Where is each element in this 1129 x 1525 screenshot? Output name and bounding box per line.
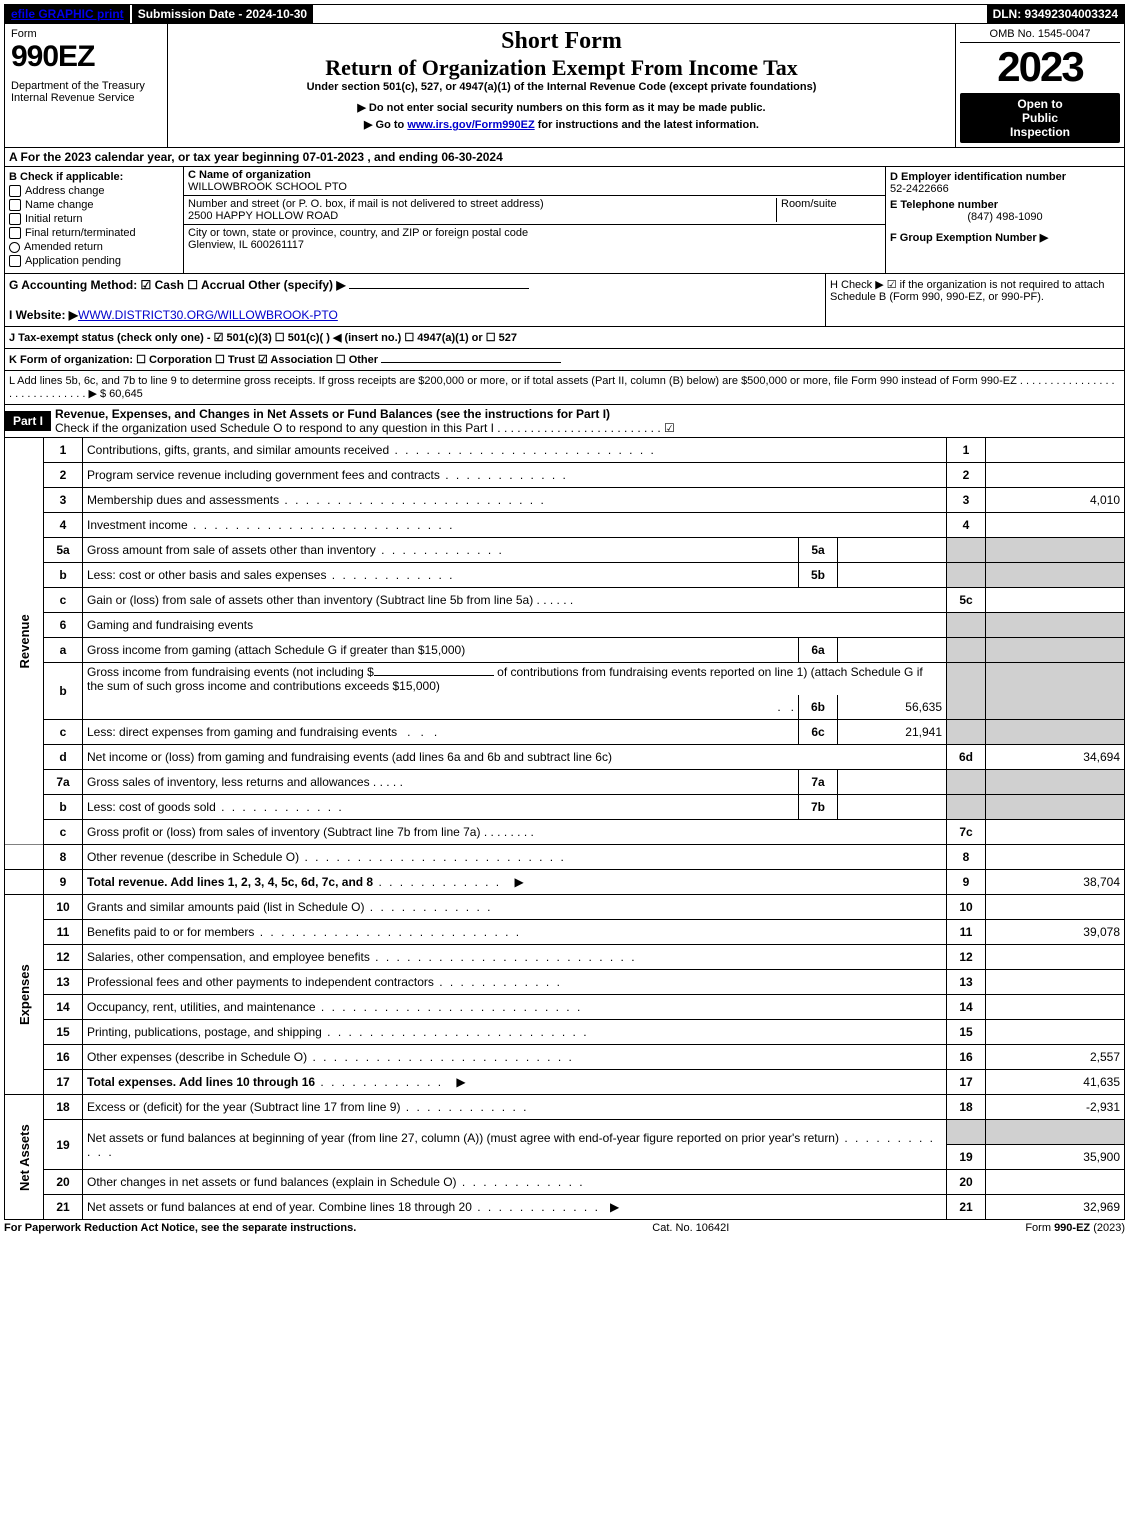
check-address-change[interactable]: Address change	[9, 185, 179, 197]
section-b-checks: B Check if applicable: Address change Na…	[5, 167, 184, 273]
row-g-h: G Accounting Method: ☑ Cash ☐ Accrual Ot…	[4, 274, 1125, 327]
line18-value: -2,931	[986, 1095, 1125, 1120]
dept-irs: Internal Revenue Service	[11, 92, 161, 104]
website-link[interactable]: WWW.DISTRICT30.ORG/WILLOWBROOK-PTO	[78, 308, 338, 322]
side-expenses: Expenses	[5, 895, 44, 1095]
form-word: Form	[11, 28, 161, 40]
dept-treasury: Department of the Treasury	[11, 80, 161, 92]
form-number: 990EZ	[11, 40, 161, 74]
omb-number: OMB No. 1545-0047	[960, 28, 1120, 43]
open-inspection-badge: Open to Public Inspection	[960, 93, 1120, 143]
line6d-value: 34,694	[986, 745, 1125, 770]
line21-value: 32,969	[986, 1195, 1125, 1220]
accounting-method: G Accounting Method: ☑ Cash ☐ Accrual Ot…	[9, 278, 821, 292]
side-net-assets: Net Assets	[5, 1095, 44, 1220]
efile-print[interactable]: efile GRAPHIC print	[5, 5, 130, 23]
page-footer: For Paperwork Reduction Act Notice, see …	[4, 1220, 1125, 1236]
title-short-form: Short Form	[172, 28, 951, 55]
part1-table: Revenue 1 Contributions, gifts, grants, …	[4, 438, 1125, 1220]
line9-total-revenue: 38,704	[986, 870, 1125, 895]
line6b-value: 56,635	[838, 695, 947, 720]
line16-value: 2,557	[986, 1045, 1125, 1070]
telephone: (847) 498-1090	[890, 211, 1120, 223]
section-h-schedule-b: H Check ▶ ☑ if the organization is not r…	[825, 274, 1125, 327]
line6c-value: 21,941	[838, 720, 947, 745]
ssn-warning: ▶ Do not enter social security numbers o…	[172, 101, 951, 114]
line17-total-expenses: 41,635	[986, 1070, 1125, 1095]
section-d-e-f: D Employer identification number 52-2422…	[886, 167, 1124, 273]
top-bar: efile GRAPHIC print Submission Date - 20…	[4, 4, 1125, 24]
form-header: Form 990EZ Department of the Treasury In…	[4, 24, 1125, 148]
line3-value: 4,010	[986, 488, 1125, 513]
website-row: I Website: ▶WWW.DISTRICT30.ORG/WILLOWBRO…	[9, 308, 821, 322]
check-name-change[interactable]: Name change	[9, 199, 179, 211]
part1-header: Part I Revenue, Expenses, and Changes in…	[4, 405, 1125, 438]
org-city: Glenview, IL 600261117	[188, 239, 304, 251]
check-initial-return[interactable]: Initial return	[9, 213, 179, 225]
gross-receipts-note: L Add lines 5b, 6c, and 7b to line 9 to …	[4, 371, 1125, 405]
title-return: Return of Organization Exempt From Incom…	[172, 55, 951, 81]
section-a-tax-year: A For the 2023 calendar year, or tax yea…	[4, 148, 1125, 167]
goto-instructions: ▶ Go to www.irs.gov/Form990EZ for instru…	[172, 118, 951, 131]
submission-date: Submission Date - 2024-10-30	[130, 5, 313, 23]
form-of-org: K Form of organization: ☐ Corporation ☐ …	[4, 349, 1125, 371]
check-final-return[interactable]: Final return/terminated	[9, 227, 179, 239]
org-name: WILLOWBROOK SCHOOL PTO	[188, 181, 347, 193]
side-revenue: Revenue	[5, 438, 44, 845]
org-info-grid: B Check if applicable: Address change Na…	[4, 167, 1125, 274]
line19-value: 35,900	[986, 1145, 1125, 1170]
dln: DLN: 93492304003324	[987, 5, 1124, 23]
irs-link[interactable]: www.irs.gov/Form990EZ	[407, 119, 534, 131]
org-address: 2500 HAPPY HOLLOW ROAD	[188, 210, 338, 222]
ein: 52-2422666	[890, 183, 1120, 195]
tax-exempt-status: J Tax-exempt status (check only one) - ☑…	[4, 327, 1125, 349]
line11-value: 39,078	[986, 920, 1125, 945]
group-exemption: F Group Exemption Number ▶	[890, 231, 1120, 244]
check-amended[interactable]: Amended return	[9, 241, 179, 253]
under-section: Under section 501(c), 527, or 4947(a)(1)…	[172, 81, 951, 93]
section-c-org: C Name of organization WILLOWBROOK SCHOO…	[184, 167, 886, 273]
tax-year: 2023	[960, 43, 1120, 91]
check-pending[interactable]: Application pending	[9, 255, 179, 267]
